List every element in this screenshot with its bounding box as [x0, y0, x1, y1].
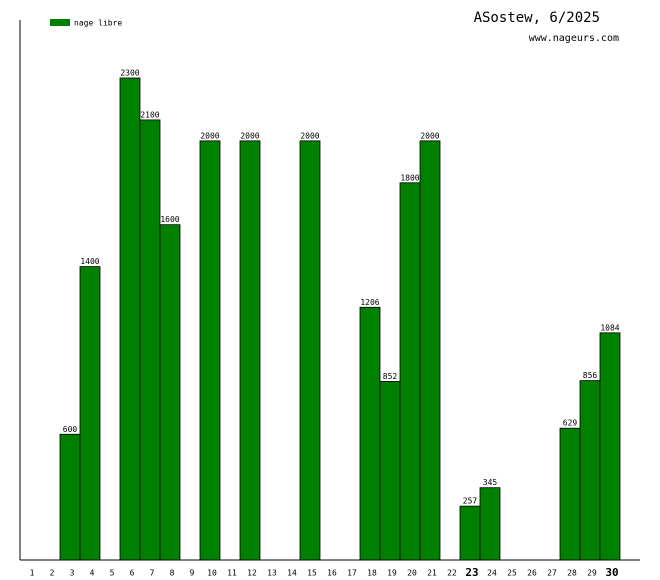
- value-label: 2100: [140, 110, 159, 119]
- bar: [599, 332, 621, 561]
- value-label: 2000: [200, 131, 219, 140]
- x-tick-label: 10: [207, 569, 217, 578]
- x-tick-label: 9: [190, 569, 195, 578]
- value-label: 600: [63, 425, 78, 434]
- value-label: 1084: [600, 323, 619, 332]
- bar: [479, 487, 501, 561]
- value-label: 345: [483, 478, 498, 487]
- chart-title: ASostew, 6/2025: [474, 10, 600, 26]
- x-tick-label: 1: [30, 569, 35, 578]
- x-tick-label: 7: [150, 569, 155, 578]
- x-tick-label: 13: [267, 569, 277, 578]
- bar: [579, 380, 601, 561]
- value-label: 2000: [240, 131, 259, 140]
- x-tick-label: 21: [427, 569, 437, 578]
- x-tick-label: 25: [507, 569, 517, 578]
- x-tick-label: 16: [327, 569, 337, 578]
- bar: [159, 224, 181, 561]
- x-tick-label: 23: [465, 566, 478, 579]
- legend-swatch: [50, 19, 70, 26]
- bar: [459, 505, 481, 561]
- value-label: 2000: [300, 131, 319, 140]
- value-label: 1206: [360, 298, 379, 307]
- x-tick-label: 24: [487, 569, 497, 578]
- x-tick-label: 5: [110, 569, 115, 578]
- x-tick-label: 2: [50, 569, 55, 578]
- x-tick-label: 14: [287, 569, 297, 578]
- value-label: 856: [583, 371, 598, 380]
- bar: [559, 427, 581, 561]
- bar: [419, 140, 441, 561]
- x-tick-label: 17: [347, 569, 357, 578]
- bar: [359, 306, 381, 561]
- x-tick-label: 18: [367, 569, 377, 578]
- bar: [399, 182, 421, 561]
- x-tick-label: 27: [547, 569, 557, 578]
- bar: [59, 433, 81, 561]
- legend-label: nage libre: [74, 19, 122, 28]
- x-tick-label: 22: [447, 569, 457, 578]
- x-tick-label: 3: [70, 569, 75, 578]
- value-label: 1600: [160, 215, 179, 224]
- value-label: 1800: [400, 173, 419, 182]
- chart-subtitle: www.nageurs.com: [529, 33, 619, 44]
- bar: [199, 140, 221, 561]
- x-tick-label: 20: [407, 569, 417, 578]
- value-label: 2300: [120, 69, 139, 78]
- x-tick-label: 29: [587, 569, 597, 578]
- x-tick-label: 4: [90, 569, 95, 578]
- bar: [139, 119, 161, 561]
- value-label: 257: [463, 497, 478, 506]
- x-tick-label: 6: [130, 569, 135, 578]
- bar: [379, 381, 401, 561]
- value-label: 852: [383, 372, 398, 381]
- bar: [299, 140, 321, 561]
- x-tick-label: 12: [247, 569, 257, 578]
- x-tick-label: 26: [527, 569, 537, 578]
- x-tick-label: 11: [227, 569, 237, 578]
- x-tick-label: 19: [387, 569, 397, 578]
- bar: [119, 77, 141, 561]
- value-label: 1400: [80, 257, 99, 266]
- x-tick-label: 15: [307, 569, 317, 578]
- x-tick-label: 28: [567, 569, 577, 578]
- bar: [79, 266, 101, 561]
- value-label: 2000: [420, 131, 439, 140]
- x-tick-label: 30: [605, 566, 618, 579]
- bar: [239, 140, 261, 561]
- value-label: 629: [563, 419, 578, 428]
- x-tick-label: 8: [170, 569, 175, 578]
